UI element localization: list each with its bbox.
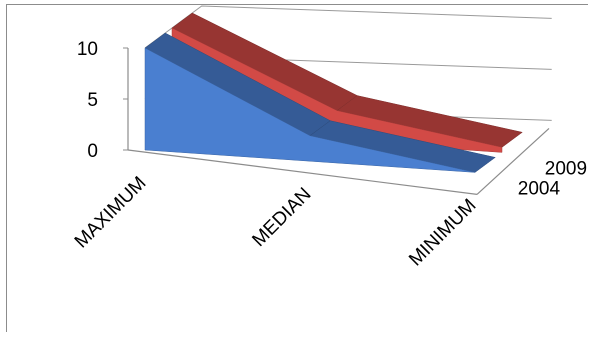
y-tick-label-0: 0 [87, 141, 98, 162]
category-label-median: MEDIAN [248, 184, 315, 251]
series-label-2004: 2004 [518, 178, 561, 199]
chart-frame [6, 4, 588, 332]
depth-axis-line [476, 127, 550, 195]
category-label-minimum: MINIMUM [405, 195, 480, 270]
x-axis-line [127, 149, 478, 195]
y-tick-label-5: 5 [87, 90, 98, 111]
series-layer [144, 12, 523, 173]
series-label-2009: 2009 [545, 158, 587, 179]
category-label-maximum: MAXIMUM [71, 173, 151, 253]
axes [123, 47, 550, 195]
area-front-2004 [144, 47, 476, 173]
y-tick-label-10: 10 [77, 39, 98, 60]
